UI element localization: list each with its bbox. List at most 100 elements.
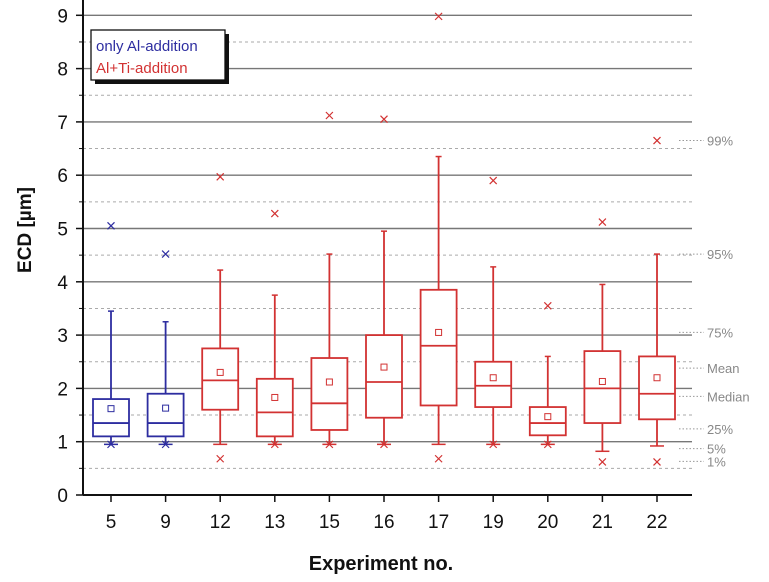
y-tick-labels: 0 1 2 3 4 5 6 7 8 9 <box>57 6 83 507</box>
y-tick-label: 8 <box>57 60 68 81</box>
pct-label-p75: 75% <box>707 325 733 340</box>
x-tick-label: 9 <box>160 512 171 533</box>
mean-marker <box>107 405 115 413</box>
outlier-stroke <box>161 440 170 449</box>
box-iqr <box>528 406 567 437</box>
box-iqr <box>146 392 185 438</box>
y-tick-label: 1 <box>57 433 68 454</box>
box-experiment-22 <box>638 136 676 466</box>
mean-marker <box>653 374 661 382</box>
outlier-p1 <box>216 454 225 463</box>
mean-marker <box>598 377 606 385</box>
outlier-p99 <box>543 301 552 310</box>
outlier-stroke <box>270 209 279 218</box>
outlier-p99 <box>107 221 115 230</box>
x-tick-label: 13 <box>264 512 285 533</box>
outlier-stroke <box>270 440 279 449</box>
outlier-p99 <box>653 136 661 145</box>
outlier-p99 <box>434 12 443 21</box>
outlier-stroke <box>107 221 115 230</box>
pct-label-p5: 5% <box>707 442 726 457</box>
outlier-stroke <box>325 111 334 120</box>
outlier-p99 <box>598 218 607 227</box>
mean-marker <box>489 374 497 382</box>
outlier-p1 <box>489 440 498 449</box>
x-tick-label: 16 <box>373 512 394 533</box>
x-tick-label: 22 <box>646 512 667 533</box>
y-tick-label: 2 <box>57 379 68 400</box>
pct-label-p95: 95% <box>707 247 733 262</box>
outlier-p99 <box>216 172 225 181</box>
box-experiment-20 <box>528 301 567 449</box>
box-experiment-13 <box>255 209 294 449</box>
x-tick-labels: 5 9 12 13 15 16 17 19 20 21 22 <box>106 495 668 533</box>
outlier-stroke <box>653 136 661 145</box>
outlier-stroke <box>434 12 443 21</box>
grid-lines <box>83 14 692 469</box>
pct-label-p1: 1% <box>707 454 726 469</box>
outlier-stroke <box>489 440 498 449</box>
pct-label-p25: 25% <box>707 422 733 437</box>
outlier-p99 <box>161 250 170 259</box>
mean-marker <box>544 413 552 421</box>
box-experiment-21 <box>583 218 622 466</box>
mean-marker <box>216 368 224 376</box>
mean-marker <box>271 393 279 401</box>
legend-entry-al-ti: Al+Ti-addition <box>96 60 188 77</box>
y-axis-title: ECD [µm] <box>15 187 36 273</box>
mean-marker <box>162 404 170 412</box>
y-tick-label: 4 <box>57 273 68 294</box>
outlier-stroke <box>489 176 498 185</box>
y-tick-label: 5 <box>57 220 68 241</box>
box-experiment-9 <box>146 250 185 449</box>
box-iqr <box>474 360 513 408</box>
x-axis-title: Experiment no. <box>309 553 453 575</box>
outlier-stroke <box>107 440 115 449</box>
outlier-p1 <box>325 440 334 449</box>
outlier-p1 <box>161 440 170 449</box>
percentile-labels: 99% 95% 75% Mean Median 25% 5%1% <box>679 134 750 469</box>
outlier-stroke <box>380 115 388 124</box>
box-experiment-16 <box>365 115 403 449</box>
y-tick-label: 0 <box>57 486 68 507</box>
outlier-stroke <box>325 440 334 449</box>
box-experiment-17 <box>419 12 458 463</box>
legend-box <box>90 29 226 81</box>
y-tick-label: 3 <box>57 326 68 347</box>
y-tick-label: 6 <box>57 166 68 187</box>
outlier-stroke <box>598 458 607 466</box>
y-tick-label: 9 <box>57 6 68 27</box>
outlier-p1 <box>380 440 388 449</box>
box-experiment-19 <box>474 176 513 449</box>
legend-entry-only-al: only Al-addition <box>96 38 198 55</box>
x-tick-label: 12 <box>210 512 231 533</box>
box-iqr <box>310 357 349 431</box>
legend: only Al-addition Al+Ti-addition <box>90 29 229 84</box>
pct-label-p99: 99% <box>707 134 733 149</box>
outlier-p1 <box>653 458 661 466</box>
outlier-p99 <box>380 115 388 124</box>
box-iqr <box>583 350 622 424</box>
box-experiment-5 <box>92 221 130 449</box>
outlier-stroke <box>598 218 607 227</box>
outlier-p1 <box>270 440 279 449</box>
mean-marker <box>380 363 388 371</box>
x-tick-label: 5 <box>106 512 117 533</box>
x-tick-label: 21 <box>592 512 613 533</box>
outlier-stroke <box>380 440 388 449</box>
x-tick-label: 19 <box>483 512 504 533</box>
box-iqr <box>638 355 676 421</box>
box-iqr <box>365 334 403 419</box>
outlier-stroke <box>434 454 443 463</box>
x-tick-label: 20 <box>537 512 558 533</box>
outlier-stroke <box>161 250 170 259</box>
box-experiment-15 <box>310 111 349 449</box>
outlier-p99 <box>325 111 334 120</box>
y-tick-label: 7 <box>57 113 68 134</box>
box-experiment-12 <box>201 172 240 463</box>
outlier-stroke <box>653 458 661 466</box>
outlier-p99 <box>489 176 498 185</box>
outlier-stroke <box>216 172 225 181</box>
outlier-p1 <box>434 454 443 463</box>
